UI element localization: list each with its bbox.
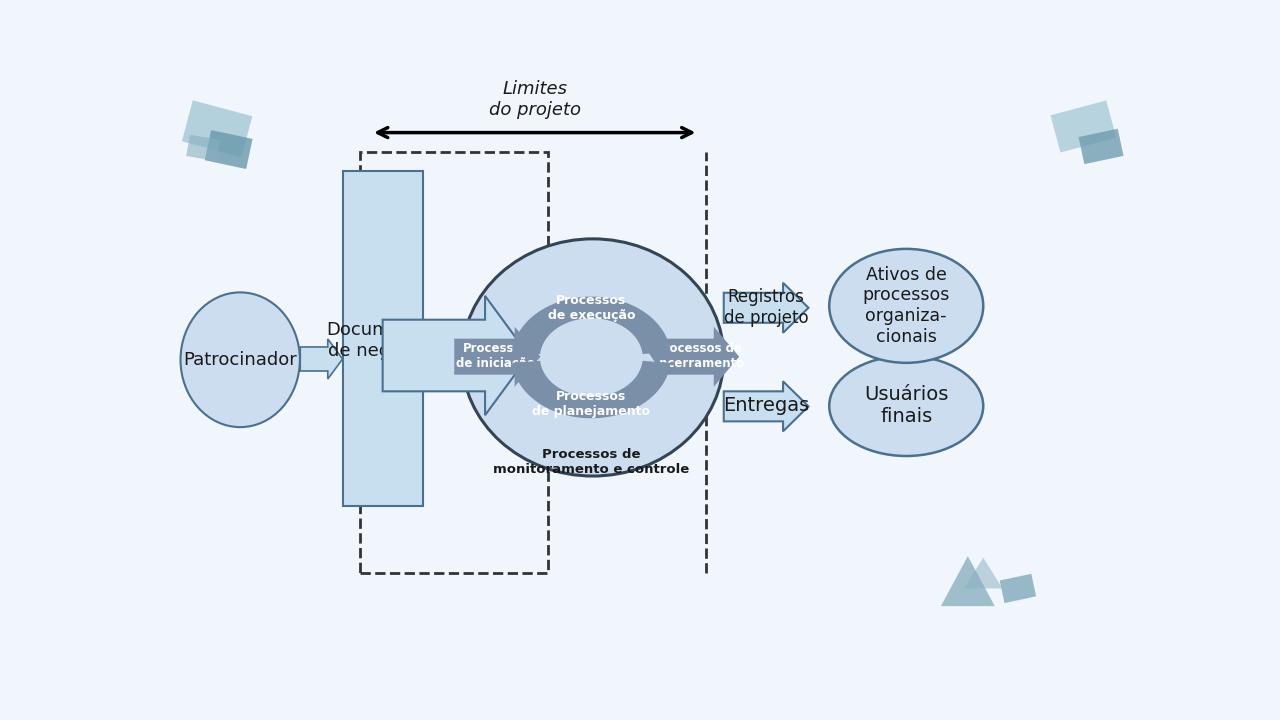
Bar — [205, 130, 252, 169]
Text: Processos de
monitoramento e controle: Processos de monitoramento e controle — [493, 448, 690, 476]
Text: Processos
de iniciação: Processos de iniciação — [457, 342, 535, 370]
Bar — [1079, 129, 1124, 164]
Polygon shape — [512, 297, 671, 354]
Text: Patrocinador: Patrocinador — [183, 351, 297, 369]
Polygon shape — [383, 296, 529, 415]
Text: Entregas: Entregas — [723, 397, 809, 415]
Polygon shape — [512, 361, 671, 418]
Text: Ativos de
processos
organiza-
cionais: Ativos de processos organiza- cionais — [863, 266, 950, 346]
Bar — [343, 171, 424, 506]
Polygon shape — [518, 334, 535, 351]
Bar — [360, 152, 548, 573]
Text: Processos de
encerramento: Processos de encerramento — [652, 342, 745, 370]
Polygon shape — [654, 327, 739, 387]
Text: Registros
de projeto: Registros de projeto — [723, 288, 809, 327]
Ellipse shape — [829, 356, 983, 456]
Ellipse shape — [829, 249, 983, 363]
Polygon shape — [648, 350, 664, 367]
Text: Limites
do projeto: Limites do projeto — [489, 80, 581, 119]
Bar — [186, 135, 220, 161]
Polygon shape — [723, 283, 809, 333]
Text: Documentos
de negócios: Documentos de negócios — [326, 321, 439, 360]
Bar — [1051, 100, 1116, 153]
Polygon shape — [454, 327, 540, 387]
Bar — [182, 100, 252, 157]
Bar — [1000, 574, 1036, 603]
Text: Processos
de execução: Processos de execução — [548, 294, 635, 322]
Ellipse shape — [462, 239, 723, 476]
Polygon shape — [301, 339, 343, 379]
Ellipse shape — [180, 292, 300, 427]
Polygon shape — [723, 382, 809, 431]
Polygon shape — [941, 556, 995, 606]
Text: Usuários
finais: Usuários finais — [864, 385, 948, 426]
Polygon shape — [964, 557, 1002, 588]
Text: Processos
de planejamento: Processos de planejamento — [532, 390, 650, 418]
